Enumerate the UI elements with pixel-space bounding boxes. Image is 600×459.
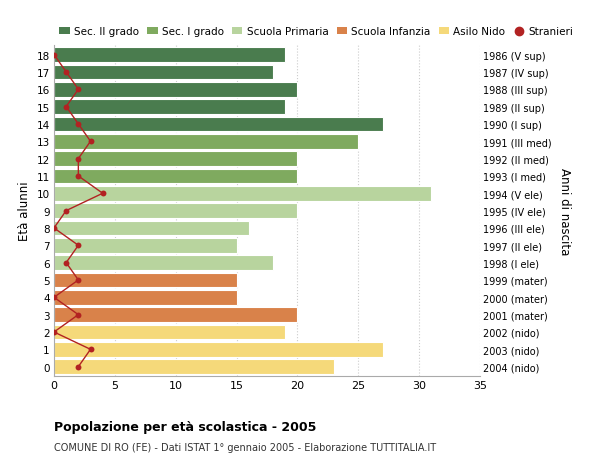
Point (74, 121, 83, 129)
Point (74, 156, 83, 163)
Text: Popolazione per età scolastica - 2005: Popolazione per età scolastica - 2005 (54, 420, 316, 433)
Point (61, 104, 71, 111)
Bar (54, 325, 285, 340)
Bar (54, 256, 273, 270)
Bar (54, 169, 298, 184)
Text: COMUNE DI RO (FE) - Dati ISTAT 1° gennaio 2005 - Elaborazione TUTTITALIA.IT: COMUNE DI RO (FE) - Dati ISTAT 1° gennai… (54, 442, 436, 452)
Bar (54, 308, 298, 322)
Bar (54, 273, 236, 288)
Legend: Sec. II grado, Sec. I grado, Scuola Primaria, Scuola Infanzia, Asilo Nido, Stran: Sec. II grado, Sec. I grado, Scuola Prim… (59, 28, 573, 37)
Point (74, 311, 83, 319)
Point (61, 69, 71, 76)
Point (49, 294, 59, 301)
Point (98, 190, 107, 197)
Bar (54, 238, 236, 253)
Bar (54, 204, 298, 218)
Point (74, 173, 83, 180)
Point (61, 259, 71, 267)
Point (49, 52, 59, 59)
Point (74, 242, 83, 249)
Point (74, 363, 83, 370)
Y-axis label: Età alunni: Età alunni (18, 181, 31, 241)
Bar (54, 221, 249, 236)
Bar (54, 290, 236, 305)
Point (86, 138, 95, 146)
Point (74, 86, 83, 94)
Bar (54, 117, 383, 132)
Bar (54, 134, 358, 149)
Point (86, 346, 95, 353)
Point (49, 329, 59, 336)
Bar (54, 48, 285, 63)
Bar (54, 152, 298, 167)
Bar (54, 359, 334, 374)
Bar (54, 342, 383, 357)
Y-axis label: Anni di nascita: Anni di nascita (559, 168, 571, 255)
Bar (54, 186, 431, 201)
Bar (54, 100, 285, 115)
Bar (54, 83, 298, 97)
Bar (54, 65, 273, 80)
Point (61, 207, 71, 215)
Point (74, 277, 83, 284)
Point (49, 225, 59, 232)
